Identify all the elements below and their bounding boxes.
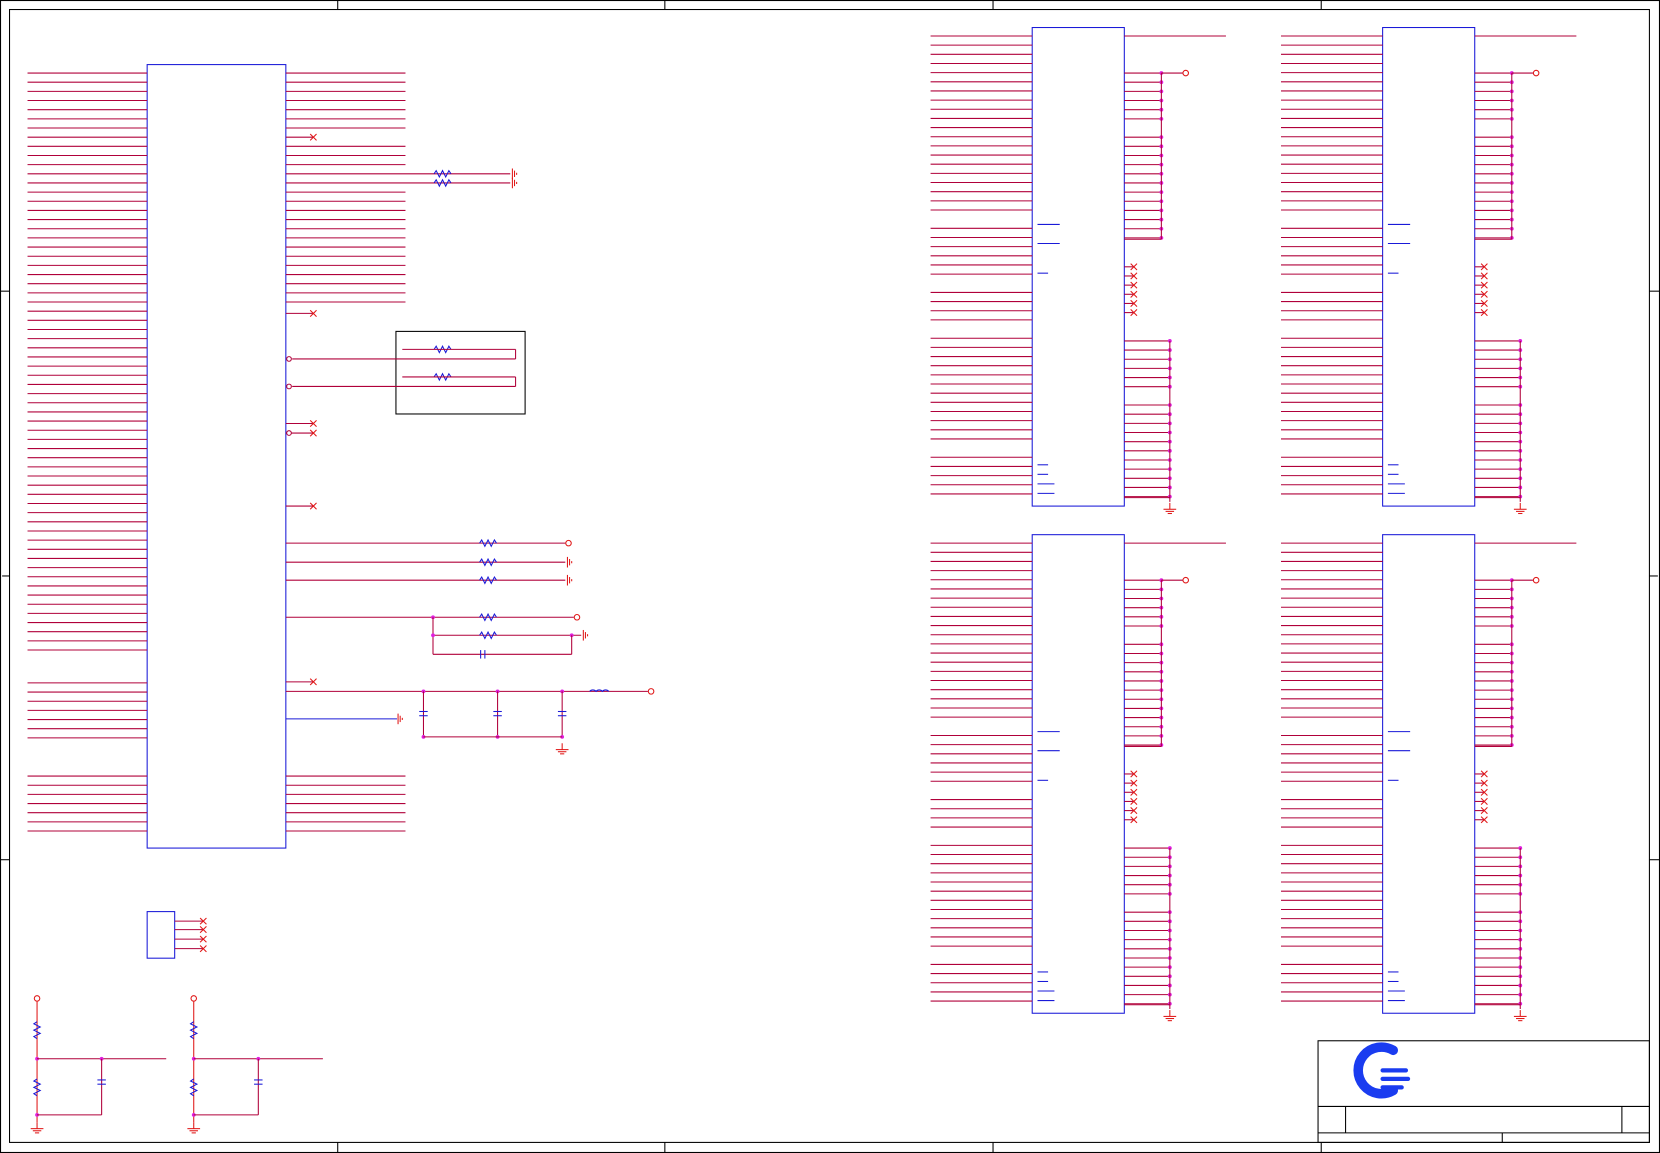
power-port [565, 539, 572, 547]
junction [431, 633, 435, 638]
no-connect [309, 502, 317, 510]
main-ic [146, 64, 287, 849]
no-connect [309, 309, 317, 317]
junction [1509, 71, 1514, 75]
no-connect [1130, 290, 1138, 298]
no-connect [309, 133, 317, 141]
no-connect [1130, 272, 1138, 280]
no-connect [1130, 797, 1138, 805]
pin-port [286, 430, 292, 436]
logo-c [1353, 1042, 1398, 1099]
resistor [479, 538, 497, 548]
no-connect [1480, 807, 1488, 815]
resistor [32, 1021, 42, 1040]
power-port [573, 613, 581, 621]
no-connect [1130, 788, 1138, 796]
pin-port [286, 383, 292, 390]
no-connect [309, 429, 317, 437]
inner-border [8, 8, 1650, 1143]
no-connect [1480, 779, 1488, 787]
pin-port [286, 356, 292, 362]
resistor [189, 1021, 199, 1040]
resistor [433, 372, 452, 382]
resistor [32, 1078, 42, 1097]
no-connect [1130, 263, 1138, 271]
no-connect [309, 678, 317, 686]
no-connect [199, 926, 207, 934]
resistor [479, 575, 497, 585]
no-connect [1480, 263, 1488, 271]
no-connect [1480, 788, 1488, 796]
no-connect [1130, 309, 1138, 317]
no-connect [1480, 299, 1488, 307]
title-block [1317, 1040, 1650, 1143]
power-port [1182, 69, 1189, 77]
no-connect [1130, 299, 1138, 307]
no-connect [1480, 797, 1488, 805]
resistor [479, 630, 497, 640]
no-connect [1130, 281, 1138, 289]
no-connect [1130, 816, 1138, 824]
memory-ic [1382, 26, 1476, 507]
junction [1518, 846, 1523, 850]
no-connect [1130, 779, 1138, 787]
resistor [433, 169, 452, 179]
memory-ic [1031, 534, 1125, 1014]
no-connect [1130, 770, 1138, 778]
resistor [433, 345, 452, 354]
resistor [433, 178, 452, 188]
resistor [479, 612, 497, 622]
resistor [189, 1078, 199, 1097]
power-port [647, 688, 655, 695]
power-port [1532, 576, 1540, 584]
power-port [33, 995, 41, 1002]
resistor [479, 557, 497, 567]
logo [1353, 1042, 1411, 1099]
inductor [589, 689, 610, 693]
power-port [1532, 69, 1540, 77]
no-connect [199, 945, 207, 953]
no-connect [1480, 309, 1488, 317]
no-connect [199, 917, 207, 925]
no-connect [1480, 816, 1488, 824]
sub-block [395, 330, 526, 415]
no-connect [1130, 807, 1138, 815]
power-port [190, 995, 198, 1002]
junction [1167, 846, 1172, 850]
no-connect [199, 935, 207, 943]
no-connect [1480, 770, 1488, 778]
no-connect [1480, 290, 1488, 298]
memory-ic [1031, 26, 1125, 507]
no-connect [309, 419, 317, 428]
power-port [1182, 576, 1189, 584]
no-connect [1480, 281, 1488, 289]
connector [146, 911, 176, 959]
no-connect [1480, 272, 1488, 280]
memory-ic [1382, 534, 1476, 1014]
